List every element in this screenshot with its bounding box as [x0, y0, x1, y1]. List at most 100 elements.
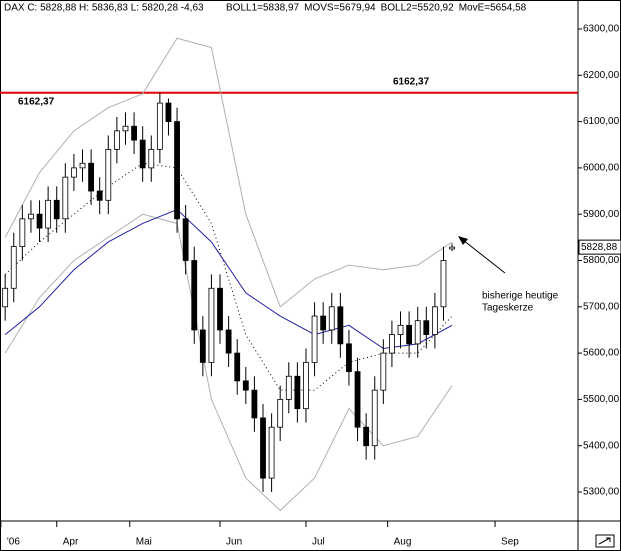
- candle-body: [449, 246, 455, 250]
- candle-body: [10, 246, 17, 289]
- y-tick-label: 5300,00: [583, 487, 620, 498]
- candle: [414, 306, 421, 358]
- candle-body: [406, 324, 413, 345]
- candle-body: [96, 190, 103, 201]
- candle-body: [371, 389, 378, 447]
- candle-body: [28, 213, 34, 220]
- candle-body: [174, 121, 180, 220]
- candle: [303, 348, 309, 423]
- candle: [311, 302, 318, 377]
- corner-icon-arrow: [598, 537, 611, 545]
- candle: [131, 112, 137, 155]
- candle-body: [328, 306, 335, 331]
- candle-body: [225, 329, 232, 354]
- candle: [53, 186, 60, 233]
- candle-body: [105, 148, 112, 201]
- candle: [449, 243, 455, 252]
- candle: [328, 292, 335, 344]
- last-price-box: [578, 239, 621, 255]
- candle: [36, 200, 43, 242]
- x-tick-label: Aug: [394, 537, 412, 548]
- x-tick-label: Jun: [226, 537, 242, 548]
- candle: [71, 154, 77, 192]
- legend-entry: MovE=5654,58: [459, 3, 527, 14]
- candle: [406, 311, 413, 358]
- candle-body: [2, 287, 9, 308]
- y-tick-label: 6300,00: [583, 24, 620, 35]
- candle: [191, 246, 198, 344]
- x-tick-label: Apr: [63, 537, 79, 548]
- candle: [96, 177, 103, 215]
- legend-entry: BOLL2=5520,92: [381, 3, 455, 14]
- candle-body: [53, 199, 60, 220]
- annotation-arrowhead: [458, 236, 468, 245]
- candle: [260, 404, 266, 493]
- candle-body: [113, 130, 120, 150]
- candle-body: [251, 389, 258, 419]
- candle: [346, 329, 352, 386]
- candle-body: [71, 167, 77, 178]
- candle-body: [414, 320, 421, 345]
- candle-body: [303, 361, 309, 410]
- candle: [268, 413, 275, 493]
- candle-body: [148, 148, 155, 169]
- candle: [320, 302, 327, 344]
- chart-title: DAX C: 5828,88 H: 5836,83 L: 5820,28 -4,…: [4, 3, 204, 14]
- candle: [337, 292, 344, 358]
- candle: [285, 362, 292, 414]
- x-tick-label: Mai: [136, 537, 152, 548]
- candle: [45, 186, 52, 242]
- y-tick-label: 5400,00: [583, 440, 620, 451]
- candle-body: [440, 260, 447, 308]
- candle: [79, 149, 86, 182]
- y-tick-label: 5600,00: [583, 348, 620, 359]
- candle: [363, 413, 370, 460]
- candle: [294, 362, 301, 423]
- y-tick-label: 5800,00: [583, 255, 620, 266]
- candle: [234, 339, 241, 395]
- annotation-arrow: [462, 239, 506, 274]
- candle: [217, 274, 223, 344]
- candle-body: [199, 329, 206, 363]
- candle-body: [431, 306, 438, 335]
- candle: [88, 149, 95, 205]
- candle-body: [165, 102, 172, 122]
- candle-body: [285, 375, 292, 400]
- reference-label: 6162,37: [18, 96, 55, 107]
- candle: [199, 316, 206, 377]
- candle: [182, 204, 189, 275]
- candle: [431, 292, 438, 349]
- candle: [397, 311, 404, 349]
- candle-body: [62, 176, 69, 220]
- candle: [19, 204, 26, 261]
- candle-body: [380, 352, 387, 391]
- reference-label: 6162,37: [393, 76, 430, 87]
- candle-body: [156, 102, 163, 150]
- candle: [242, 366, 249, 405]
- annotation: Tageskerze: [482, 303, 534, 314]
- y-tick-label: 5900,00: [583, 209, 620, 220]
- candle: [122, 112, 129, 145]
- candle-body: [337, 306, 344, 345]
- candle: [139, 126, 146, 182]
- candle: [2, 274, 9, 321]
- candle: [371, 376, 378, 460]
- candle-body: [346, 343, 352, 373]
- candle-body: [294, 375, 301, 410]
- candle-body: [182, 218, 189, 261]
- candle: [251, 376, 258, 432]
- candle-body: [242, 380, 249, 391]
- candle-body: [122, 125, 129, 132]
- legend-entry: MOVS=5679,94: [304, 3, 376, 14]
- x-tick-label: '06: [7, 537, 20, 548]
- candle: [380, 339, 387, 405]
- candle-body: [131, 125, 137, 141]
- indicator-line: [4, 208, 453, 349]
- indicator-line: [4, 37, 453, 308]
- candle: [165, 98, 172, 136]
- candle: [28, 200, 34, 233]
- candle-body: [88, 162, 95, 192]
- candle: [440, 246, 447, 321]
- candle: [389, 320, 395, 367]
